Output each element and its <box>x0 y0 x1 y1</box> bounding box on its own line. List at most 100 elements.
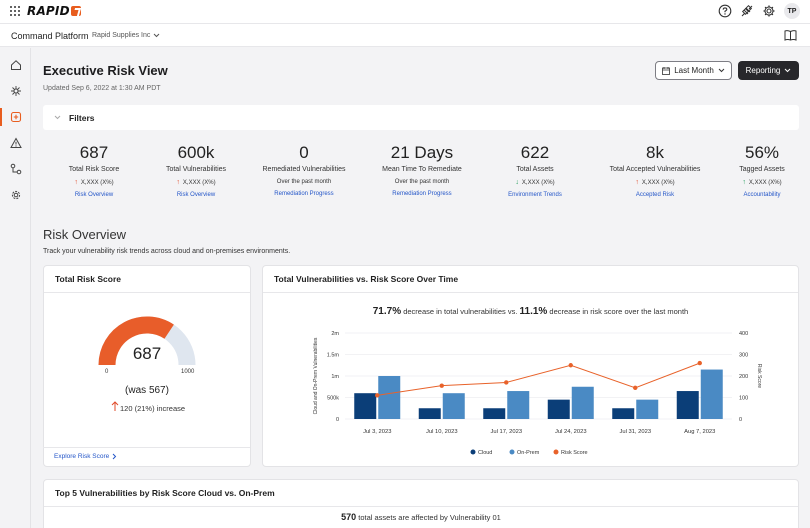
filters-label: Filters <box>69 112 95 123</box>
gauge-fill <box>98 316 174 366</box>
reporting-button[interactable]: Reporting <box>738 61 799 80</box>
kpi-change-text: X,XXX (X%) <box>80 179 114 186</box>
bar-cloud <box>418 408 441 419</box>
apps-grid-icon[interactable] <box>10 6 20 16</box>
kpi-link[interactable]: Remediation Progress <box>392 191 452 197</box>
sidebar-item-workflows[interactable] <box>9 162 23 176</box>
legend-swatch <box>553 449 559 455</box>
bar-onprem <box>378 376 401 419</box>
settings-icon[interactable] <box>762 4 776 18</box>
kpi-label: Total Assets <box>516 166 554 173</box>
sub-header: Command Platform Rapid Supplies Inc <box>0 23 810 47</box>
card-title: Top 5 Vulnerabilities by Risk Score Clou… <box>44 480 798 507</box>
org-name: Rapid Supplies Inc <box>92 32 151 39</box>
kpi-card: 600k Total Vulnerabilities ↑ X,XXX (X%) Risk… <box>166 143 226 198</box>
x-tick-label: Jul 3, 2023 <box>363 429 391 435</box>
summary-text-1: decrease in total vulnerabilities vs. <box>401 307 520 316</box>
affected-assets-text: 570 total assets are affected by Vulnera… <box>43 512 799 522</box>
x-tick-label: Jul 17, 2023 <box>490 429 522 435</box>
kpi-link[interactable]: Risk Overview <box>176 192 216 198</box>
risk-score-point <box>568 363 573 368</box>
risk-score-point <box>697 360 702 366</box>
explore-risk-score-link[interactable]: Explore Risk Score <box>54 453 117 460</box>
explore-risk-score-label: Explore Risk Score <box>54 453 110 460</box>
legend-label: On-Prem <box>517 450 540 456</box>
chevron-down-icon <box>718 68 725 73</box>
x-tick-label: Jul 24, 2023 <box>555 429 587 435</box>
bar-onprem <box>636 399 659 419</box>
x-tick-label: Jul 10, 2023 <box>426 429 458 435</box>
kpi-link[interactable]: Remediation Progress <box>274 191 334 197</box>
top-bar: RAPID TP <box>0 0 810 23</box>
kpi-card: 21 Days Mean Time To Remediate Over the pa… <box>382 143 462 197</box>
y-axis-label: Cloud and On-Prem Vulnerabilities <box>313 337 319 414</box>
period-button[interactable]: Last Month <box>655 61 732 80</box>
sidebar-item-alerts[interactable] <box>9 136 23 150</box>
legend-swatch <box>470 449 476 455</box>
kpi-change-text: X,XXX (X%) <box>521 179 555 186</box>
kpi-card: 687 Total Risk Score ↑ X,XXX (X%) Risk Overv… <box>69 143 120 198</box>
kpi-link[interactable]: Accepted Risk <box>635 192 675 198</box>
kpi-label: Total Vulnerabilities <box>165 166 227 173</box>
arrow-up-icon <box>111 401 119 411</box>
sidebar-item-home[interactable] <box>9 58 23 72</box>
risk-score-point <box>633 385 638 391</box>
kpi-change: ↑ X,XXX (X%) <box>610 179 701 186</box>
user-avatar[interactable]: TP <box>784 3 800 19</box>
bar-cloud <box>612 408 635 419</box>
legend-label: Cloud <box>478 450 492 456</box>
kpi-card: 0 Remediated Vulnerabilities Over the past… <box>262 143 345 197</box>
score-change: 120 (21%) increase <box>120 404 185 413</box>
affected-assets-label: total assets are affected by Vulnerabili… <box>356 513 501 522</box>
sidebar-item-network[interactable] <box>9 84 23 98</box>
vulnerabilities-chart-card: Total Vulnerabilities vs. Risk Score Ove… <box>262 265 799 467</box>
risk-score-point <box>375 393 380 398</box>
reporting-button-label: Reporting <box>745 66 781 75</box>
bar-onprem <box>442 393 465 419</box>
y-tick-label: 1.5m <box>327 353 340 359</box>
kpi-change-text: Over the past month <box>276 179 332 185</box>
arrow-up-icon: ↑ <box>74 179 78 186</box>
rapid7-logo[interactable]: RAPID <box>27 4 81 18</box>
bar-cloud <box>483 408 506 419</box>
filters-panel[interactable]: Filters <box>43 105 799 130</box>
workflow-icon <box>10 163 22 175</box>
arrow-up-icon: ↑ <box>176 179 180 186</box>
y2-axis-label: Risk Score <box>756 364 762 388</box>
risk-score-point <box>439 383 444 388</box>
help-icon[interactable] <box>718 4 732 18</box>
kpi-change: ↑ X,XXX (X%) <box>69 179 120 186</box>
kpi-card: 622 Total Assets ↓ X,XXX (X%) Environment Tr… <box>508 143 562 198</box>
bar-cloud <box>547 399 570 419</box>
kpi-change: Over the past month <box>262 179 345 185</box>
docs-book-icon[interactable] <box>784 29 797 41</box>
sidebar-item-settings[interactable] <box>9 188 23 202</box>
card-title: Total Vulnerabilities vs. Risk Score Ove… <box>263 266 798 293</box>
kpi-label: Tagged Assets <box>739 166 785 173</box>
kpi-link[interactable]: Risk Overview <box>74 192 114 198</box>
alert-icon <box>10 137 22 148</box>
sidebar-item-risk[interactable] <box>9 110 23 124</box>
kpi-card: 56% Tagged Assets ↑ X,XXX (X%) Accountabilit… <box>739 143 785 198</box>
risk-icon <box>10 111 22 123</box>
kpi-value: 0 <box>299 143 309 162</box>
org-selector[interactable]: Rapid Supplies Inc <box>92 32 160 39</box>
arrow-up-icon: ↑ <box>742 179 746 186</box>
kpi-change-text: X,XXX (X%) <box>182 179 216 186</box>
y2-tick-label: 400 <box>739 331 748 337</box>
risk-gauge: 0 1000 (was 567) 120 (21%) increase <box>98 316 196 413</box>
kpi-link[interactable]: Environment Trends <box>508 192 562 198</box>
page-title: Executive Risk View <box>43 63 168 78</box>
settings-icon <box>11 190 21 200</box>
kpi-change: ↓ X,XXX (X%) <box>508 179 562 186</box>
kpi-link[interactable]: Accountability <box>743 192 781 198</box>
updated-timestamp: Updated Sep 6, 2022 at 1:30 AM PDT <box>43 85 161 92</box>
y2-tick-label: 200 <box>739 374 748 380</box>
integrations-icon[interactable] <box>740 4 754 18</box>
vulnerabilities-chart: 0 500k 1m 1.5m 2m 0 100 200 300 400 Cloud and On-P… <box>313 331 762 456</box>
platform-name: Command Platform <box>11 31 89 41</box>
x-tick-label: Aug 7, 2023 <box>684 429 715 435</box>
summary-pct-risk: 11.1% <box>519 306 548 317</box>
kpi-value: 622 <box>520 143 550 162</box>
summary-text-2: decrease in risk score over the last mon… <box>547 307 689 316</box>
